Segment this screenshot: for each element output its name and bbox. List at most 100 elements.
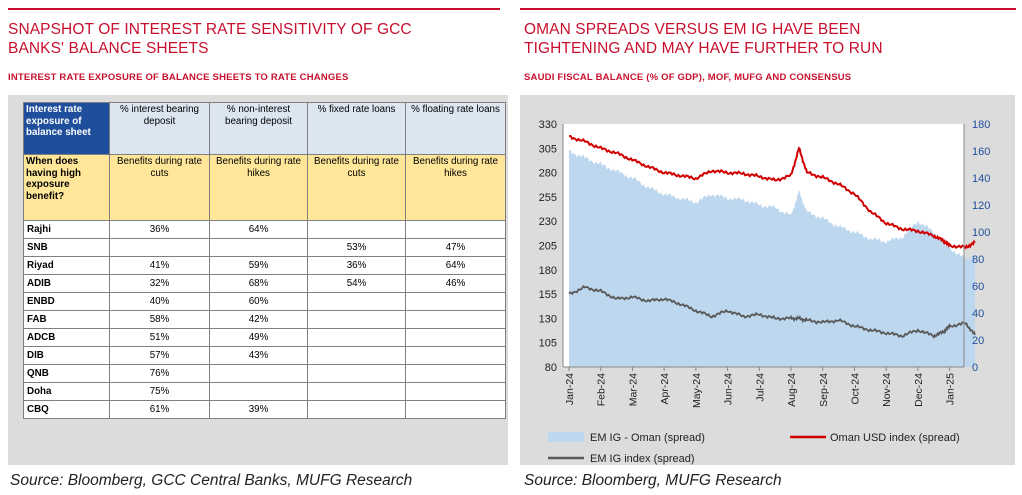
table-cell: 68% [209, 274, 308, 293]
bank-name: SNB [23, 238, 110, 257]
left-tick-label: 230 [539, 216, 557, 228]
table-cell: 53% [307, 238, 406, 257]
right-panel-rule [520, 8, 1016, 10]
left-tick-label: 305 [539, 143, 557, 155]
benefit-cell: Benefits during rate hikes [209, 154, 308, 221]
table-cell: 58% [109, 310, 210, 329]
x-tick-label: Oct-24 [849, 373, 861, 405]
table-cell: 17% [307, 310, 406, 329]
table-corner-header: Interest rate exposure of balance sheet [23, 102, 110, 155]
table-cell: 75% [307, 220, 406, 239]
left-tick-label: 155 [539, 289, 557, 301]
right-tick-label: 60 [972, 281, 984, 293]
benefit-cell: Benefits during rate cuts [307, 154, 406, 221]
bank-name: DIB [23, 346, 110, 365]
table-row: Riyad 41% 59% 36% 64% [23, 256, 506, 275]
table-cell: 41% [109, 256, 210, 275]
table-cell: 61% [109, 400, 210, 419]
sensitivity-table: Interest rate exposure of balance sheet … [23, 102, 506, 419]
right-tick-label: 120 [972, 200, 990, 212]
em-ig-line [568, 284, 976, 339]
table-cell: 73% [405, 346, 506, 365]
left-tick-label: 255 [539, 192, 557, 204]
right-tick-label: 180 [972, 119, 990, 131]
right-tick-label: 100 [972, 227, 990, 239]
legend-emig-label: EM IG index (spread) [590, 453, 695, 465]
table-row: CBQ 61% 39% 8% 92% [23, 400, 506, 419]
em-ig-oman-area [569, 149, 975, 367]
left-panel-rule [8, 8, 500, 10]
right-tick-label: 160 [972, 146, 990, 158]
left-tick-label: 105 [539, 338, 557, 350]
bank-name: ADCB [23, 328, 110, 347]
table-cell: 83% [405, 310, 506, 329]
table-row: SNB 25% 75% 53% 47% [23, 238, 506, 257]
x-tick-label: Jan-24 [564, 373, 576, 405]
bank-name: Doha [23, 382, 110, 401]
table-header: % interest bearing deposit [109, 102, 210, 155]
table-cell: 51% [109, 328, 210, 347]
right-tick-label: 140 [972, 173, 990, 185]
left-tick-label: 130 [539, 313, 557, 325]
x-tick-label: Jul-24 [754, 373, 766, 402]
table-cell: 75% [209, 238, 308, 257]
right-panel-subtitle: SAUDI FISCAL BALANCE (% OF GDP), MOF, MU… [524, 72, 852, 83]
table-cell: 60% [209, 292, 308, 311]
table-row: Doha 75% 25% 12% 88% [23, 382, 506, 401]
left-tick-label: 80 [545, 362, 557, 374]
oman-usd-line [568, 135, 976, 250]
x-tick-label: Jan-25 [945, 373, 957, 405]
x-tick-label: Feb-24 [596, 373, 608, 406]
right-source: Source: Bloomberg, MUFG Research [524, 472, 782, 489]
right-panel-title: OMAN SPREADS VERSUS EM IG HAVE BEEN TIGH… [524, 20, 883, 58]
benefit-cell: Benefits during rate cuts [109, 154, 210, 221]
table-cell: 64% [209, 220, 308, 239]
right-tick-label: 20 [972, 335, 984, 347]
x-tick-label: Mar-24 [627, 373, 639, 406]
table-cell: 17% [307, 328, 406, 347]
table-header: % fixed rate loans [307, 102, 406, 155]
x-tick-label: Apr-24 [659, 373, 671, 405]
legend-area-swatch [548, 432, 584, 442]
table-cell: 25% [209, 382, 308, 401]
left-tick-label: 330 [539, 119, 557, 131]
benefit-cell: Benefits during rate hikes [405, 154, 506, 221]
bank-name: ADIB [23, 274, 110, 293]
table-row: ADCB 51% 49% 17% 83% [23, 328, 506, 347]
table-cell: 43% [209, 346, 308, 365]
left-panel-title: SNAPSHOT OF INTEREST RATE SENSITIVITY OF… [8, 20, 412, 58]
table-cell: 59% [209, 256, 308, 275]
bank-name: CBQ [23, 400, 110, 419]
left-tick-label: 205 [539, 241, 557, 253]
left-tick-label: 280 [539, 168, 557, 180]
x-tick-label: May-24 [691, 373, 703, 408]
table-header: % non-interest bearing deposit [209, 102, 308, 155]
x-tick-label: Jun-24 [723, 373, 735, 405]
table-cell: 40% [109, 292, 210, 311]
table-cell: 32% [109, 274, 210, 293]
x-tick-label: Dec-24 [913, 373, 925, 407]
benefit-row: When does having high exposure benefit? … [23, 154, 506, 221]
table-cell: 39% [209, 400, 308, 419]
right-tick-label: 0 [972, 362, 978, 374]
x-tick-label: Aug-24 [786, 373, 798, 407]
table-cell: 75% [405, 292, 506, 311]
left-title-line2: BANKS' BALANCE SHEETS [8, 40, 209, 57]
left-source: Source: Bloomberg, GCC Central Banks, MU… [10, 472, 413, 489]
table-panel: Interest rate exposure of balance sheet … [8, 95, 508, 465]
table-cell: 25% [405, 220, 506, 239]
right-tick-label: 40 [972, 308, 984, 320]
table-cell: 8% [307, 400, 406, 419]
right-title-line1: OMAN SPREADS VERSUS EM IG HAVE BEEN [524, 21, 861, 38]
table-cell: 36% [307, 256, 406, 275]
x-tick-label: Nov-24 [881, 373, 893, 407]
legend-area-label: EM IG - Oman (spread) [590, 432, 705, 444]
right-tick-label: 80 [972, 254, 984, 266]
table-cell: 76% [109, 364, 210, 383]
bank-name: Rajhi [23, 220, 110, 239]
table-cell: 75% [109, 382, 210, 401]
x-tick-label: Sep-24 [818, 373, 830, 407]
table-cell: 46% [405, 274, 506, 293]
legend-oman-label: Oman USD index (spread) [830, 432, 960, 444]
table-row: ADIB 32% 68% 54% 46% [23, 274, 506, 293]
